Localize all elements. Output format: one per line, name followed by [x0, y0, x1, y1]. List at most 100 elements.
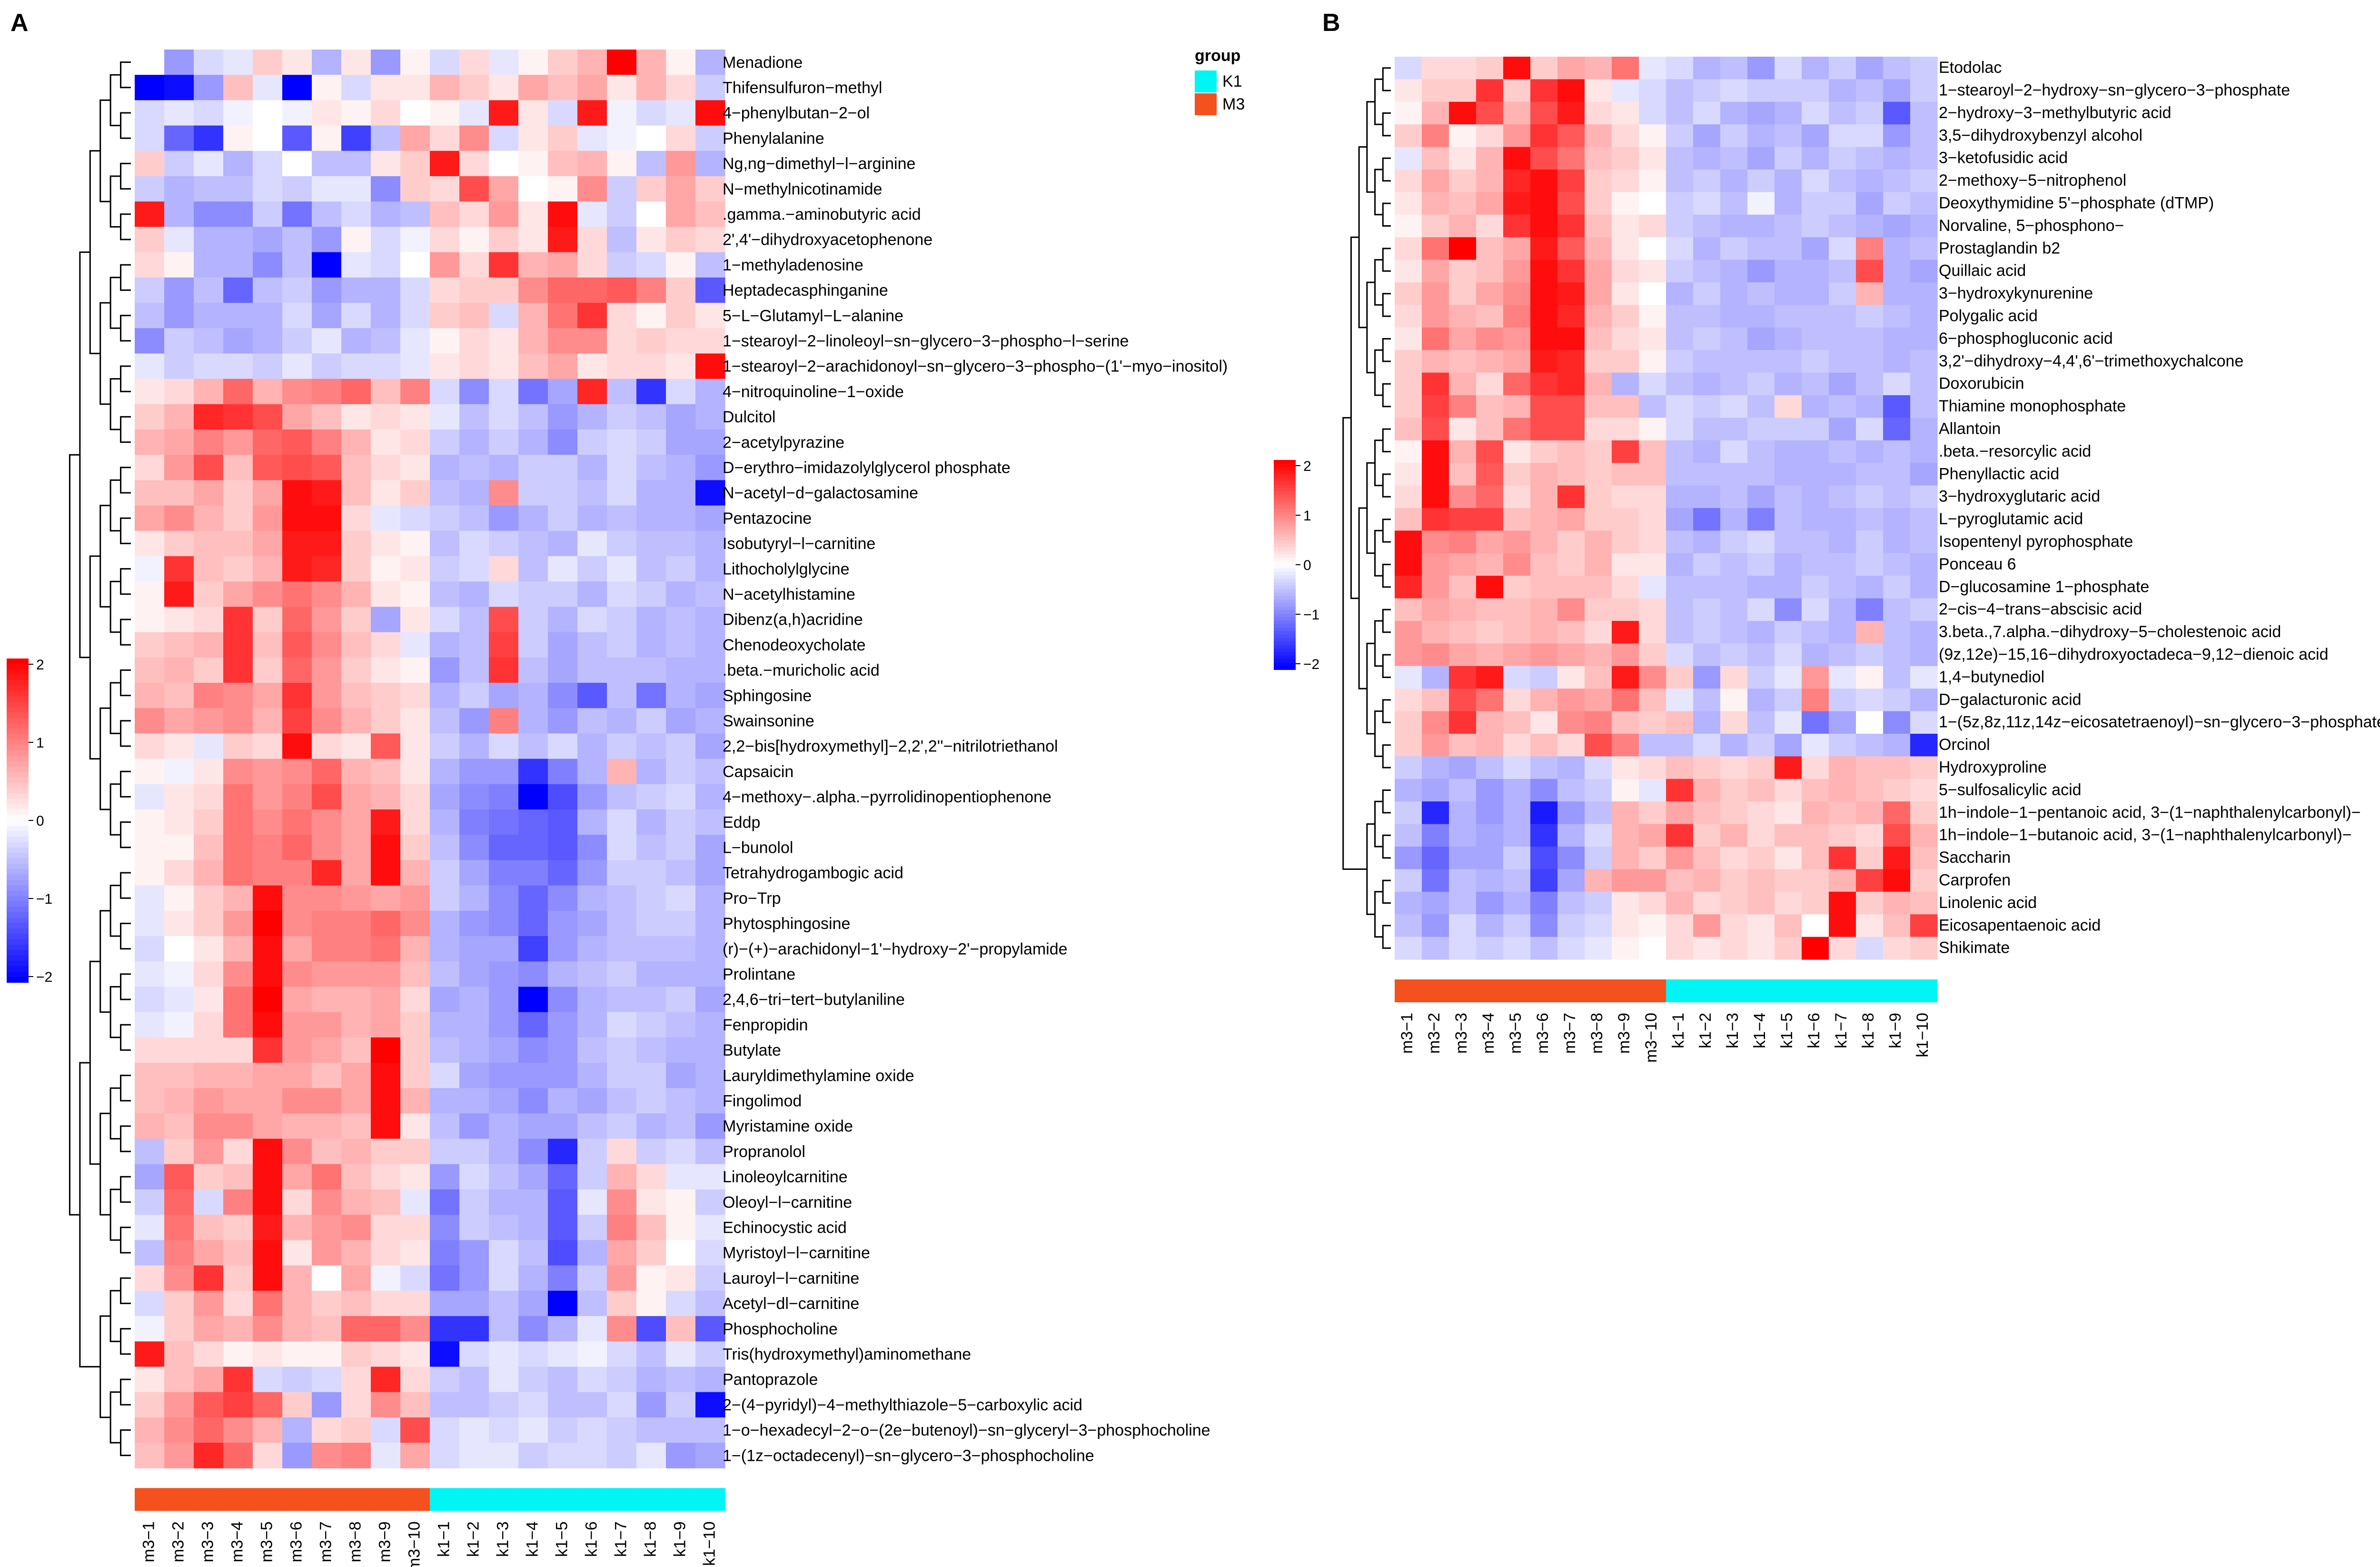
panel-a-heatmap-cell: [371, 1392, 401, 1418]
panel-b-heatmap-cell: [1666, 621, 1694, 644]
panel-a-heatmap-cell: [341, 1240, 371, 1266]
panel-b-column-label: m3−4: [1479, 1013, 1497, 1054]
panel-a-color-scale-step: [7, 934, 29, 940]
panel-b-heatmap-cell: [1612, 734, 1639, 757]
panel-b-heatmap-cell: [1395, 124, 1422, 148]
panel-a-heatmap-cell: [577, 1164, 607, 1190]
panel-a-heatmap-cell: [164, 1443, 194, 1468]
panel-a-heatmap-cell: [577, 910, 607, 937]
panel-b-heatmap-cell: [1503, 824, 1531, 847]
panel-a-row-label: Prolintane: [723, 966, 795, 984]
panel-a-heatmap-cell: [607, 581, 637, 607]
panel-b-heatmap-cell: [1557, 282, 1585, 305]
panel-a-heatmap-cell: [577, 1037, 607, 1063]
panel-a-heatmap-cell: [430, 556, 460, 582]
panel-b-heatmap-cell: [1883, 79, 1911, 102]
panel-b-heatmap-cell: [1829, 666, 1856, 689]
panel-a-heatmap-cell: [312, 404, 342, 430]
panel-a-heatmap-cell: [341, 455, 371, 480]
panel-b-color-scale-step: [1274, 481, 1296, 485]
panel-b-row-label: 3,5−dihydroxybenzyl alcohol: [1939, 126, 2142, 144]
panel-a-heatmap-cell: [341, 277, 371, 303]
panel-b-row-label: 1−stearoyl−2−hydroxy−sn−glycero−3−phosph…: [1939, 81, 2290, 100]
panel-b-heatmap-cell: [1639, 779, 1666, 802]
panel-a-heatmap-cell: [548, 1443, 578, 1468]
panel-a-heatmap-cell: [312, 125, 342, 151]
panel-b-color-scale-step: [1274, 554, 1296, 559]
panel-b-heatmap-cell: [1557, 891, 1585, 915]
panel-a-heatmap-cell: [577, 50, 607, 75]
panel-a-heatmap-cell: [253, 455, 283, 480]
panel-b-heatmap-cell: [1747, 598, 1775, 621]
panel-b-heatmap-cell: [1775, 147, 1802, 170]
panel-a-heatmap-cell: [135, 480, 165, 506]
panel-b-heatmap-cell: [1449, 485, 1477, 509]
panel-a-heatmap-cell: [459, 480, 489, 506]
panel-a-heatmap-cell: [164, 784, 194, 810]
panel-a-heatmap-cell: [312, 50, 342, 75]
panel-a-color-scale-step: [7, 939, 29, 945]
panel-a-heatmap-cell: [135, 1088, 165, 1114]
panel-a-heatmap-cell: [518, 1113, 548, 1139]
panel-a-heatmap-cell: [223, 910, 253, 937]
panel-a-heatmap-cell: [459, 100, 489, 126]
panel-b-heatmap-cell: [1422, 621, 1449, 644]
panel-a-heatmap-cell: [430, 961, 460, 987]
panel-b-group-bar-cell: [1530, 979, 1558, 1002]
panel-b-heatmap-cell: [1585, 395, 1612, 418]
panel-a-heatmap-cell: [548, 581, 578, 607]
panel-b-heatmap-cell: [1422, 260, 1449, 283]
panel-b-heatmap-cell: [1503, 621, 1531, 644]
panel-b-heatmap-cell: [1802, 869, 1829, 892]
panel-b-heatmap-cell: [1693, 418, 1721, 441]
panel-b-heatmap-cell: [1883, 530, 1911, 554]
panel-b-heatmap-cell: [1476, 734, 1504, 757]
panel-b-color-scale-step: [1274, 463, 1296, 468]
panel-b-heatmap-cell: [1585, 598, 1612, 621]
panel-a-dendrogram-branch: [120, 669, 131, 697]
panel-a-heatmap-cell: [577, 1417, 607, 1443]
panel-b-row-label: Phenyllactic acid: [1939, 465, 2059, 483]
panel-b-heatmap-cell: [1449, 170, 1477, 192]
panel-a-color-scale-step: [7, 831, 29, 837]
panel-a-heatmap-cell: [518, 227, 548, 253]
panel-b-heatmap-cell: [1910, 756, 1938, 779]
panel-a-heatmap-cell: [430, 50, 460, 75]
panel-b-heatmap-cell: [1639, 824, 1666, 847]
panel-a-row-label: Dulcitol: [723, 408, 775, 426]
panel-b-heatmap-cell: [1530, 914, 1558, 938]
panel-a-dendrogram-branch: [120, 1176, 131, 1203]
panel-a-column-label: k1−2: [464, 1521, 482, 1557]
panel-b-heatmap-cell: [1720, 801, 1748, 825]
panel-b-heatmap-cell: [1395, 372, 1422, 396]
panel-a-heatmap-cell: [577, 683, 607, 709]
panel-b-heatmap-cell: [1503, 170, 1531, 192]
panel-b-heatmap-cell: [1910, 847, 1938, 869]
panel-a-heatmap-cell: [636, 1341, 666, 1367]
panel-a-heatmap-cell: [164, 1113, 194, 1139]
panel-a-heatmap-cell: [695, 1012, 725, 1038]
panel-b-heatmap-cell: [1585, 418, 1612, 441]
panel-b-group-bar-cell: [1693, 979, 1721, 1002]
panel-b-heatmap-cell: [1557, 327, 1585, 350]
panel-a-letter: A: [10, 9, 29, 37]
panel-b-heatmap-cell: [1856, 170, 1884, 192]
panel-a-heatmap-cell: [135, 657, 165, 683]
panel-b-heatmap-cell: [1612, 756, 1639, 779]
panel-a-row-label: Ng,ng−dimethyl−l−arginine: [723, 155, 915, 173]
panel-b-heatmap-cell: [1449, 260, 1477, 283]
panel-a-heatmap-cell: [282, 1138, 312, 1165]
panel-a-heatmap-cell: [518, 1417, 548, 1443]
panel-a-heatmap-cell: [666, 1316, 696, 1342]
panel-a-heatmap-cell: [164, 1341, 194, 1367]
panel-b-heatmap-cell: [1747, 372, 1775, 396]
panel-b-heatmap-cell: [1557, 869, 1585, 892]
panel-a-heatmap-cell: [135, 1012, 165, 1038]
panel-a-heatmap-cell: [253, 1138, 283, 1165]
panel-b-heatmap-cell: [1585, 485, 1612, 509]
panel-a-dendrogram-branch: [99, 99, 111, 202]
panel-a-heatmap-cell: [400, 759, 430, 785]
panel-a-heatmap-cell: [223, 683, 253, 709]
panel-b-heatmap-cell: [1530, 101, 1558, 125]
panel-a-heatmap-cell: [400, 100, 430, 126]
